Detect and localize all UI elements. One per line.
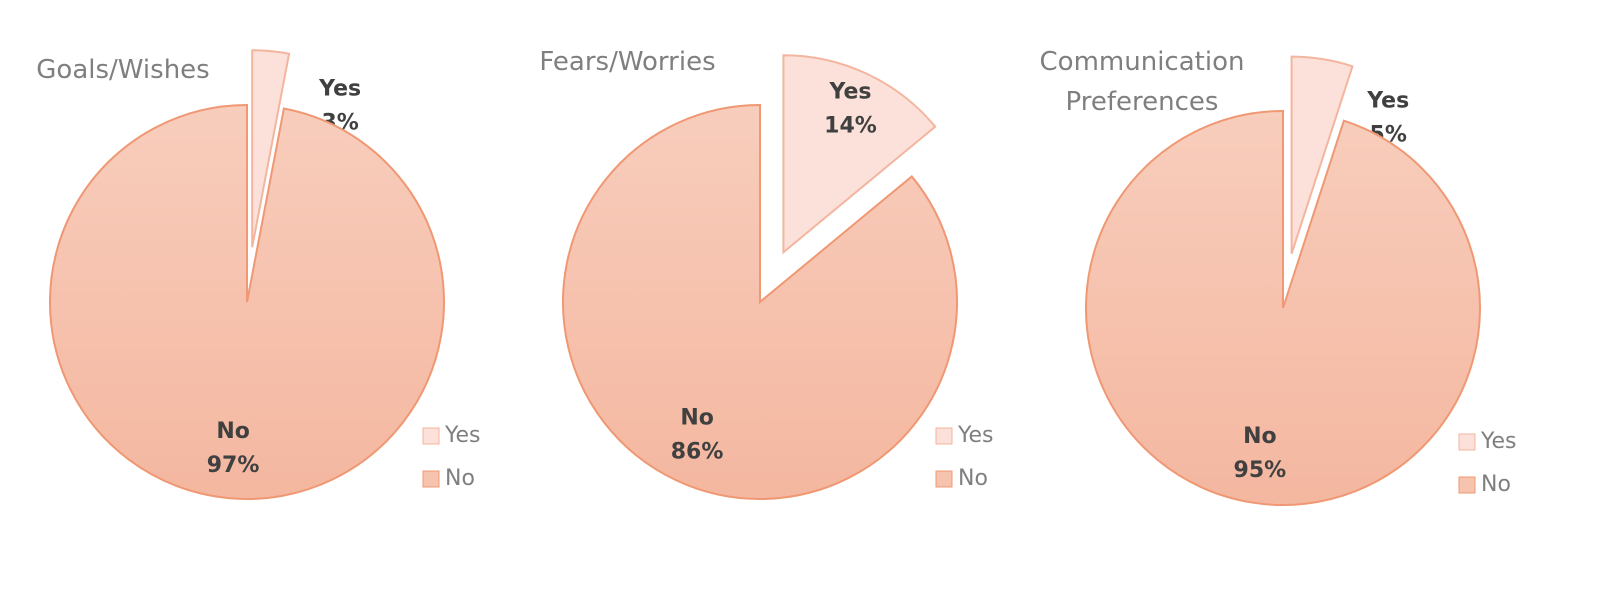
legend-label: No <box>958 466 988 491</box>
legend-label: No <box>445 466 475 491</box>
data-label-value: 95% <box>1234 458 1287 483</box>
pie-slice <box>1290 55 1354 254</box>
legend-swatch <box>422 470 440 488</box>
data-label-category: No <box>680 406 714 431</box>
data-label-value: 14% <box>824 114 877 139</box>
chart-title: Goals/Wishes <box>36 55 210 85</box>
legend-label: Yes <box>444 423 481 448</box>
pie-slice <box>562 103 958 500</box>
data-label-category: Yes <box>318 76 361 101</box>
legend-label: Yes <box>957 423 994 448</box>
data-label-value: 86% <box>671 440 724 465</box>
legend-label: No <box>1481 472 1511 497</box>
legend-swatch <box>935 427 953 445</box>
pie-slice <box>782 54 937 255</box>
pie-slice <box>49 103 445 500</box>
data-label-category: Yes <box>1366 89 1409 114</box>
pie-slice <box>251 49 291 248</box>
legend-swatch <box>422 427 440 445</box>
legend-label: Yes <box>1480 429 1517 454</box>
legend-swatch <box>935 470 953 488</box>
data-label-value: 97% <box>207 453 260 478</box>
data-label-category: Yes <box>829 80 872 105</box>
data-label-category: No <box>216 419 250 444</box>
chart-title: Fears/Worries <box>539 47 716 77</box>
legend-swatch <box>1458 476 1476 494</box>
legend-swatch <box>1458 433 1476 451</box>
pie-slice <box>1085 109 1481 506</box>
data-label-category: No <box>1243 424 1277 449</box>
chart-title: Communication Preferences <box>1039 47 1245 117</box>
